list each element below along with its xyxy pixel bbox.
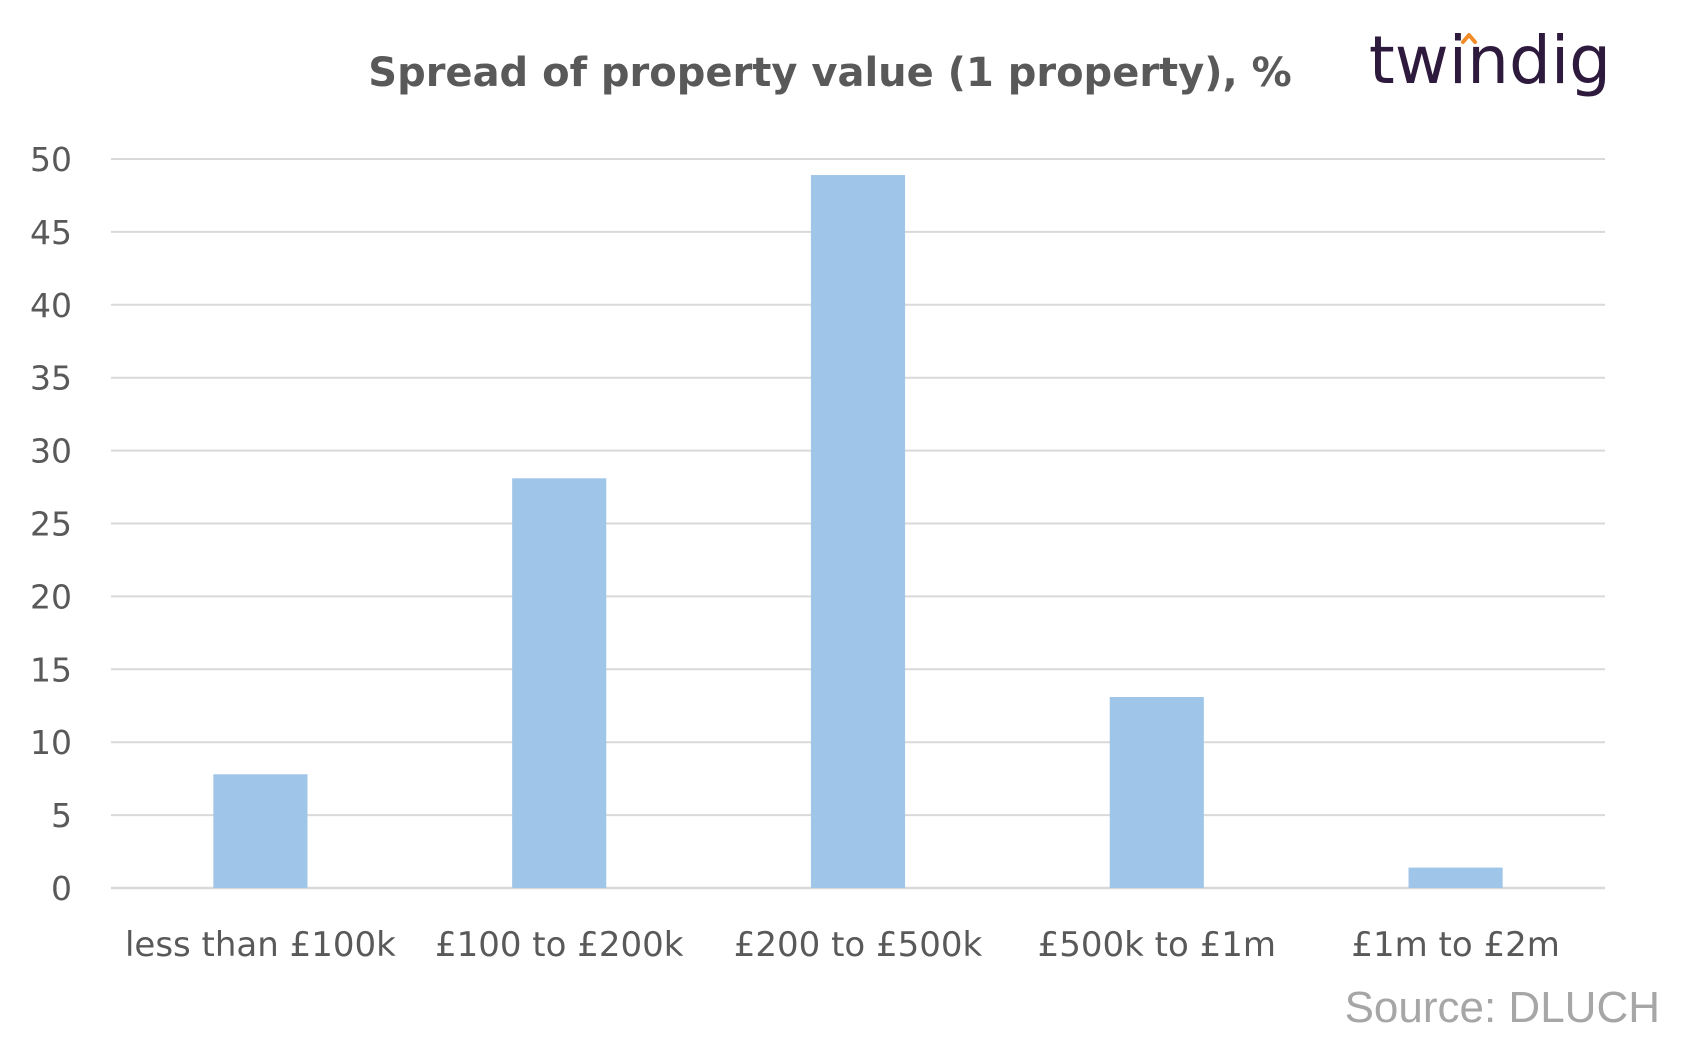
y-tick-label: 0 [51, 869, 72, 908]
x-axis-labels: less than £100k £100 to £200k £200 to £500… [125, 925, 1560, 965]
y-tick-label: 35 [30, 359, 72, 398]
bar [1408, 867, 1503, 888]
y-tick-label: 50 [30, 140, 72, 179]
x-category-label: £100 to £200k [435, 925, 684, 965]
bar [512, 478, 607, 888]
y-axis-ticks: 0 5 10 15 20 25 30 35 40 45 50 [30, 140, 72, 908]
logo-roof-icon [1461, 33, 1477, 44]
y-tick-label: 15 [30, 650, 72, 689]
chart-title: Spread of property value (1 property), % [368, 50, 1291, 96]
y-tick-label: 40 [30, 286, 72, 325]
x-category-label: £1m to £2m [1351, 925, 1560, 965]
logo-wordmark: twindig [1369, 22, 1611, 99]
y-tick-label: 20 [30, 577, 72, 616]
y-tick-label: 10 [30, 723, 72, 762]
bar [1109, 697, 1204, 888]
source-note: Source: DLUCH [1345, 983, 1660, 1032]
twindig-logo: twindig [1369, 22, 1611, 99]
x-category-label: less than £100k [125, 925, 396, 965]
x-category-label: £200 to £500k [734, 925, 983, 965]
y-tick-label: 25 [30, 505, 72, 544]
y-tick-label: 45 [30, 213, 72, 252]
y-tick-label: 30 [30, 432, 72, 471]
bar [810, 175, 906, 889]
bars [213, 175, 1503, 889]
x-category-label: £500k to £1m [1038, 925, 1276, 965]
y-tick-label: 5 [51, 796, 72, 835]
bar [213, 774, 308, 888]
